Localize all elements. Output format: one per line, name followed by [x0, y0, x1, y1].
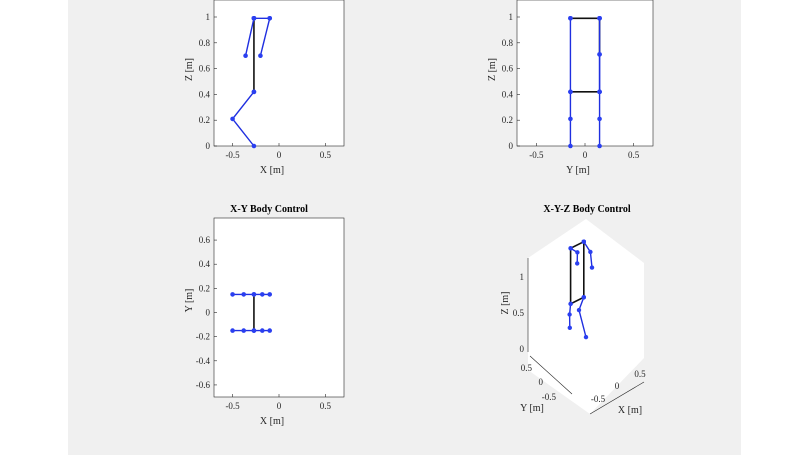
xy-joint-point — [259, 328, 265, 333]
xz-ytick-label: 0 — [206, 141, 211, 151]
axes-xz-view: X [m] Z [m] -0.5 0 0.5 0 0.2 0.4 0.6 0.8 1 — [184, 0, 345, 176]
axes-xz-background — [213, 0, 345, 147]
xy-ytick-label: 0.6 — [199, 235, 211, 245]
xyz-title: X-Y-Z Body Control — [543, 204, 630, 215]
xyz-joint-point — [567, 325, 572, 330]
yz-joint-point — [568, 116, 573, 122]
xz-joint-point — [267, 15, 273, 21]
xy-ytick-label: 0.4 — [199, 259, 211, 269]
axes-xyz-background — [528, 219, 644, 414]
xz-xtick-label: 0.5 — [320, 150, 332, 160]
axes-xy-view: X-Y Body Control X [m] Y [m] -0.5 0 0.5 -0.… — [184, 204, 345, 427]
xyz-ztick-label: 1 — [520, 272, 525, 282]
xyz-joint-point — [568, 301, 573, 307]
yz-xtick-label: 0 — [583, 150, 588, 160]
yz-ytick-label: 0.4 — [502, 89, 514, 99]
yz-joint-point — [568, 15, 573, 21]
xy-xtick-label: -0.5 — [225, 401, 240, 411]
xy-joint-point — [230, 328, 235, 333]
yz-joint-point — [597, 89, 602, 95]
xy-joint-point — [230, 292, 235, 297]
xy-joint-point — [251, 328, 257, 333]
xy-joint-point — [251, 292, 257, 297]
axes-xy-background — [213, 217, 345, 398]
xy-ytick-label: -0.6 — [196, 380, 211, 390]
xy-xtick-label: 0.5 — [320, 401, 332, 411]
xz-ytick-label: 1 — [206, 12, 211, 22]
xyz-xtick-label: 0 — [615, 381, 620, 391]
xyz-ytick-label: -0.5 — [542, 392, 557, 402]
yz-joint-point — [597, 143, 602, 149]
xyz-xtick-label: -0.5 — [591, 394, 606, 404]
xyz-joint-point — [581, 295, 586, 300]
xz-joint-point — [251, 143, 257, 149]
xy-title: X-Y Body Control — [230, 204, 308, 215]
xz-xtick-label: 0 — [277, 150, 282, 160]
yz-joint-point — [597, 15, 602, 21]
xyz-ztick-label: 0 — [520, 344, 525, 354]
xy-joint-point — [241, 292, 247, 297]
yz-ytick-label: 0.2 — [502, 115, 513, 125]
xyz-ytick-label: 0.5 — [521, 363, 533, 373]
yz-ytick-label: 1 — [509, 12, 514, 22]
axes-yz-view: Y [m] Z [m] -0.5 0 0.5 0 0.2 0.4 0.6 0.8 1 — [487, 0, 654, 176]
xz-joint-point — [251, 15, 257, 21]
xy-ytick-label: 0 — [206, 308, 211, 318]
yz-ytick-label: 0.8 — [502, 38, 514, 48]
xy-joint-point — [267, 328, 273, 333]
yz-xtick-label: 0.5 — [628, 150, 640, 160]
yz-ytick-label: 0.6 — [502, 64, 514, 74]
xyz-joint-point — [575, 250, 580, 255]
xyz-zlabel: Z [m] — [500, 291, 511, 314]
xyz-ylabel: Y [m] — [520, 403, 544, 414]
xz-ytick-label: 0.4 — [199, 89, 211, 99]
xy-ytick-label: 0.2 — [199, 283, 210, 293]
xyz-yaxis-line — [529, 355, 573, 395]
xz-ytick-label: 0.8 — [199, 38, 211, 48]
yz-xlabel: Y [m] — [566, 165, 590, 176]
xy-xlabel: X [m] — [260, 416, 284, 427]
xz-joint-point — [251, 89, 257, 95]
xy-joint-point — [267, 292, 273, 297]
xyz-xtick-label: 0.5 — [634, 369, 646, 379]
xy-joint-point — [259, 292, 265, 297]
yz-ytick-label: 0 — [509, 141, 514, 151]
xy-xtick-label: 0 — [277, 401, 282, 411]
xy-ylabel: Y [m] — [184, 289, 195, 313]
yz-joint-point — [568, 143, 573, 149]
xyz-joint-point — [567, 312, 572, 317]
xyz-xaxis-line — [589, 381, 645, 415]
xyz-joint-point — [581, 239, 586, 244]
xyz-joint-point — [588, 249, 593, 255]
axes-xyz-view: X-Y-Z Body Control X [m] Y [m] Z [m] 0 0.… — [500, 204, 646, 416]
axes-yz-background — [516, 0, 654, 147]
xy-joint-point — [241, 328, 247, 333]
yz-ylabel: Z [m] — [487, 58, 498, 81]
xy-ytick-label: -0.2 — [196, 332, 210, 342]
xz-xtick-label: -0.5 — [225, 150, 240, 160]
yz-joint-point — [568, 89, 573, 95]
yz-joint-point — [597, 52, 602, 57]
xyz-ytick-label: 0 — [539, 377, 544, 387]
xz-joint-point — [243, 53, 248, 58]
xyz-joint-point — [568, 246, 573, 251]
xz-joint-point — [258, 53, 263, 58]
xyz-joint-point — [589, 265, 595, 270]
xz-xlabel: X [m] — [260, 165, 284, 176]
xyz-ztick-label: 0.5 — [513, 308, 525, 318]
xyz-joint-point — [576, 307, 582, 313]
xz-ytick-label: 0.2 — [199, 115, 210, 125]
xyz-xlabel: X [m] — [618, 405, 642, 416]
xz-joint-point — [230, 116, 235, 122]
xyz-series-body — [569, 240, 585, 306]
xyz-joint-point — [575, 261, 580, 266]
xz-ytick-label: 0.6 — [199, 64, 211, 74]
xz-series-leg — [259, 18, 271, 56]
yz-xtick-label: -0.5 — [529, 150, 544, 160]
xy-ytick-label: -0.4 — [196, 356, 211, 366]
xyz-joint-point — [583, 334, 589, 340]
yz-joint-point — [597, 116, 602, 122]
xz-ylabel: Z [m] — [184, 58, 195, 81]
